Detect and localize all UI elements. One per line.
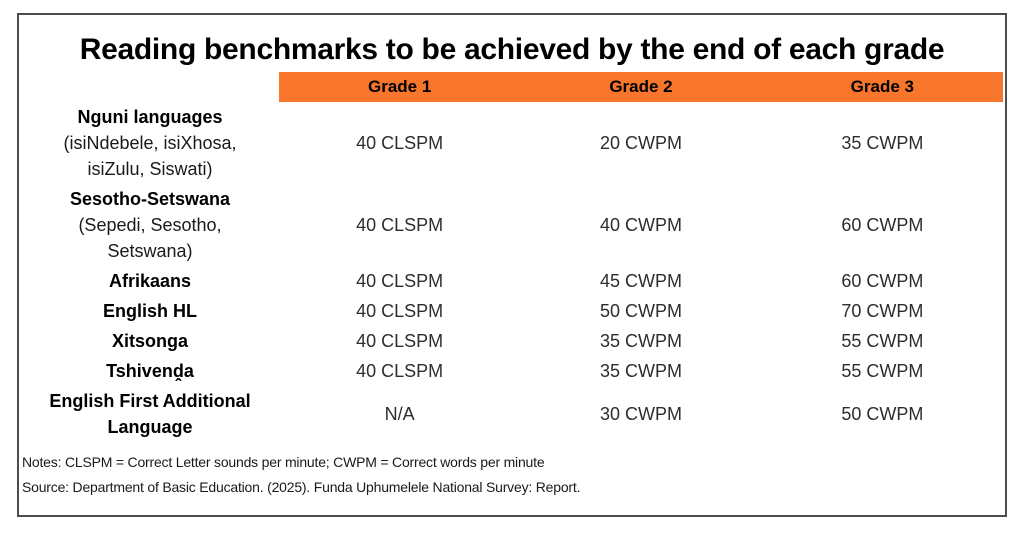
value-grade2: 30 CWPM — [599, 404, 682, 424]
language-name: Sesotho-Setswana — [69, 189, 231, 209]
benchmarks-card: Reading benchmarks to be achieved by the… — [17, 13, 1007, 517]
source-line: Source: Department of Basic Education. (… — [22, 479, 581, 495]
table-row-english-hl: English HL 40 CLSPM 50 CWPM 70 CWPM — [21, 296, 1003, 326]
value-grade1: 40 CLSPM — [356, 361, 444, 381]
language-label: Nguni languages (isiNdebele, isiXhosa, i… — [21, 104, 279, 182]
language-sublabel: (Sepedi, Sesotho, Setswana) — [78, 215, 222, 261]
language-label: Tshivenḓa — [21, 358, 279, 384]
value-grade2: 45 CWPM — [599, 271, 682, 291]
language-label: English HL — [21, 298, 279, 324]
value-grade3: 55 CWPM — [841, 361, 924, 381]
value-grade1: 40 CLSPM — [356, 133, 444, 153]
value-grade1: N/A — [384, 404, 415, 424]
language-name: English HL — [103, 301, 197, 321]
value-grade3: 35 CWPM — [841, 133, 924, 153]
value-grade2: 40 CWPM — [599, 215, 682, 235]
language-label: Afrikaans — [21, 268, 279, 294]
value-grade2: 50 CWPM — [599, 301, 682, 321]
value-grade3: 50 CWPM — [841, 404, 924, 424]
language-name: Afrikaans — [108, 271, 192, 291]
column-header-grade3: Grade 3 — [761, 72, 1003, 102]
table-row-english-fal: English First Additional Language N/A 30… — [21, 386, 1003, 442]
table-row-sesotho-setswana: Sesotho-Setswana (Sepedi, Sesotho, Setsw… — [21, 184, 1003, 266]
language-name: Xitsonga — [111, 331, 188, 351]
table-footer: Notes: CLSPM = Correct Letter sounds per… — [22, 450, 1005, 500]
language-label: English First Additional Language — [21, 388, 279, 440]
language-label: Xitsonga — [21, 328, 279, 354]
value-grade3: 55 CWPM — [841, 331, 924, 351]
language-name: Tshivenḓa — [106, 361, 194, 381]
value-grade3: 60 CWPM — [841, 215, 924, 235]
language-name: Nguni languages — [77, 107, 223, 127]
language-name: English First Additional Language — [49, 391, 251, 437]
table-row-nguni: Nguni languages (isiNdebele, isiXhosa, i… — [21, 102, 1003, 184]
column-header-grade2: Grade 2 — [520, 72, 762, 102]
value-grade1: 40 CLSPM — [356, 271, 444, 291]
notes-line: Notes: CLSPM = Correct Letter sounds per… — [22, 454, 545, 470]
value-grade2: 35 CWPM — [599, 331, 682, 351]
value-grade1: 40 CLSPM — [356, 301, 444, 321]
language-sublabel: (isiNdebele, isiXhosa, isiZulu, Siswati) — [63, 133, 237, 179]
language-label: Sesotho-Setswana (Sepedi, Sesotho, Setsw… — [21, 186, 279, 264]
table-row-xitsonga: Xitsonga 40 CLSPM 35 CWPM 55 CWPM — [21, 326, 1003, 356]
value-grade2: 20 CWPM — [599, 133, 682, 153]
table-header-row: Grade 1 Grade 2 Grade 3 — [21, 72, 1003, 102]
table-row-afrikaans: Afrikaans 40 CLSPM 45 CWPM 60 CWPM — [21, 266, 1003, 296]
value-grade3: 70 CWPM — [841, 301, 924, 321]
value-grade3: 60 CWPM — [841, 271, 924, 291]
value-grade2: 35 CWPM — [599, 361, 682, 381]
value-grade1: 40 CLSPM — [356, 331, 444, 351]
column-header-grade1: Grade 1 — [279, 72, 521, 102]
benchmarks-table: Grade 1 Grade 2 Grade 3 Nguni languages … — [19, 72, 1005, 442]
corner-cell — [21, 72, 279, 102]
page-title: Reading benchmarks to be achieved by the… — [79, 33, 945, 66]
value-grade1: 40 CLSPM — [356, 215, 444, 235]
table-row-tshivenda: Tshivenḓa 40 CLSPM 35 CWPM 55 CWPM — [21, 356, 1003, 386]
